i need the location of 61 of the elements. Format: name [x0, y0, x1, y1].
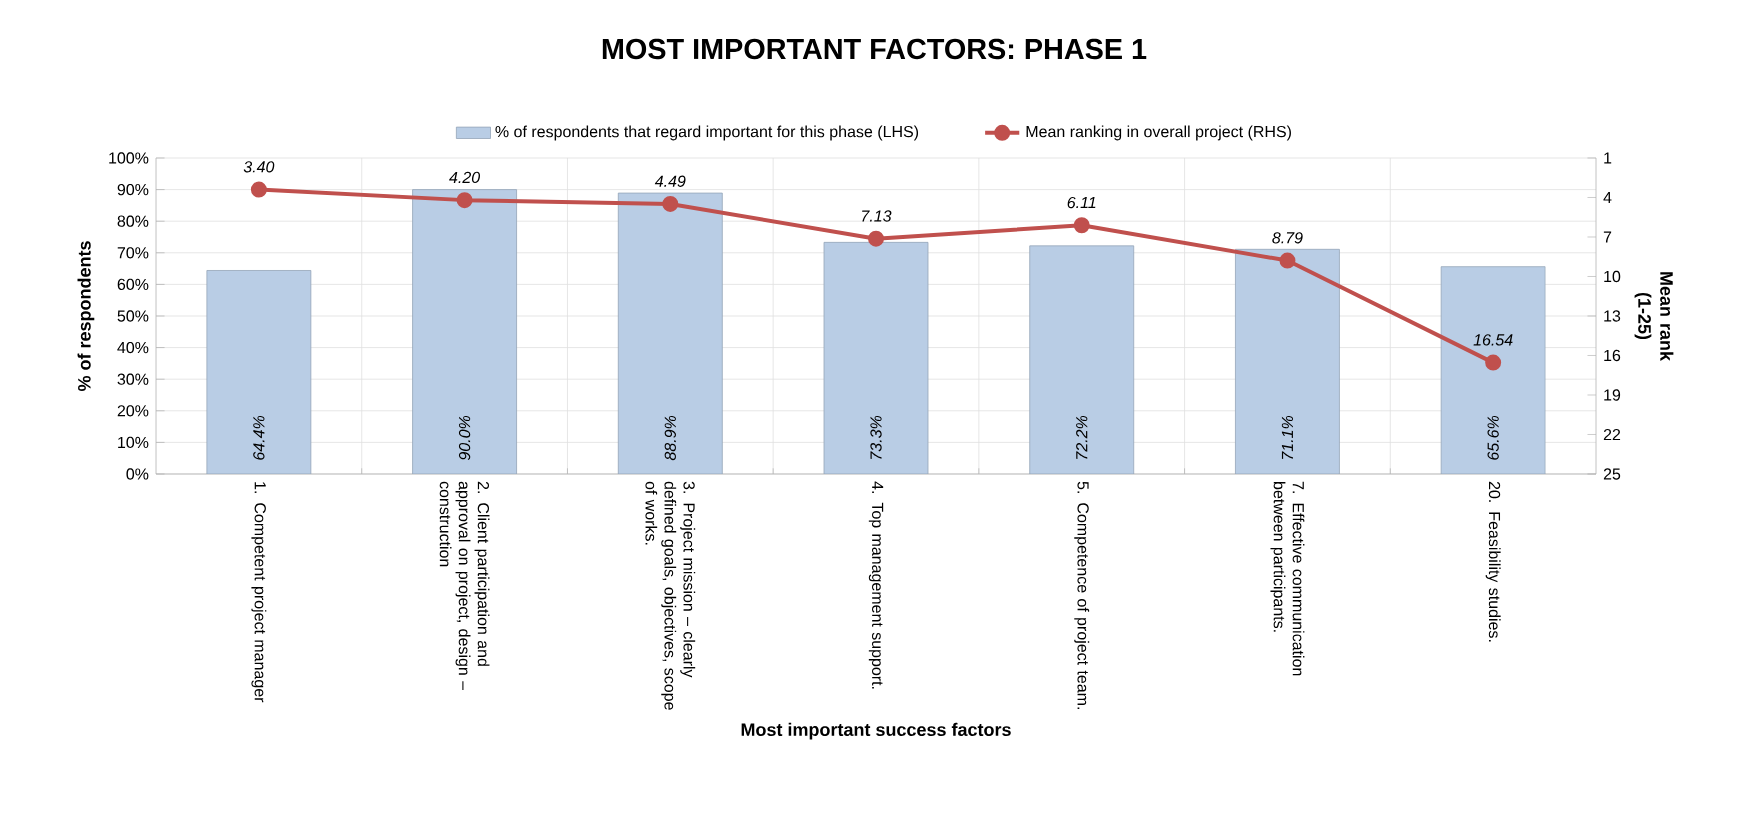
data-label: 3.40 — [243, 161, 275, 173]
bar — [1029, 245, 1135, 474]
x-tick-label: 7. Effective communication between participants. — [1270, 481, 1305, 676]
data-label: 71.1% — [1281, 415, 1294, 459]
y-tick-label: 50% — [117, 310, 149, 322]
y-tick-label: 100% — [109, 152, 149, 164]
data-label: 4.49 — [654, 175, 686, 187]
data-label: 72.2% — [1076, 415, 1088, 459]
y2-tick-label: 19 — [1604, 389, 1621, 401]
y-tick-label: 10% — [118, 436, 149, 449]
data-label: 65.6% — [1487, 415, 1499, 460]
data-label: 6.11 — [1067, 196, 1096, 209]
point — [250, 181, 267, 198]
y-tick-label: 80% — [117, 215, 149, 227]
chart-title: MOST IMPORTANT FACTORS: PHASE 1 — [602, 38, 1147, 60]
bar — [206, 270, 312, 474]
y-tick-label: 40% — [117, 341, 149, 354]
y-tick-label: 70% — [117, 247, 149, 259]
bar — [1235, 248, 1340, 474]
y2-tick-label: 10 — [1604, 270, 1621, 283]
bar — [823, 241, 929, 474]
y-tick-label: 90% — [117, 183, 149, 196]
bar — [412, 189, 517, 474]
x-tick-label: 3. Project mission – clearly defined goals, objectives, scope of works. — [645, 481, 696, 710]
legend-label: Mean ranking in overall project (RHS) — [1026, 125, 1291, 141]
y-axis-title: % of respondents — [77, 241, 95, 392]
data-label: 88.9% — [664, 415, 676, 461]
y2-tick-label: 22 — [1603, 428, 1621, 441]
y2-tick-label: 4 — [1603, 191, 1612, 203]
x-tick-label: 4. Top management support. — [868, 481, 884, 689]
data-label: 7.13 — [862, 210, 892, 222]
point — [868, 230, 885, 247]
y2-tick-label: 7 — [1603, 231, 1612, 243]
bar — [617, 192, 723, 474]
y2-axis-title: Mean rank (1-25) — [1634, 272, 1674, 362]
y-tick-label: 30% — [117, 373, 149, 385]
bar — [1440, 266, 1546, 474]
y-tick-label: 60% — [117, 278, 149, 291]
y2-tick-label: 16 — [1604, 349, 1621, 362]
y-tick-label: 20% — [117, 405, 149, 417]
legend-label: % of respondents that regard important for this phase (LHS) — [495, 125, 919, 141]
data-label: 90.0% — [458, 415, 471, 461]
x-tick-label: 5. Competence of project team. — [1074, 481, 1090, 709]
x-axis-title: Most important success factors — [741, 722, 1011, 740]
x-tick-label: 2. Client participation and approval on project, design – construction — [439, 481, 490, 691]
point — [1485, 354, 1502, 371]
point — [1073, 217, 1090, 234]
data-label: 64.4% — [253, 415, 265, 460]
data-label: 73.3% — [870, 415, 882, 459]
y2-tick-label: 1 — [1604, 152, 1612, 164]
point — [456, 192, 473, 209]
data-label: 8.79 — [1272, 232, 1303, 244]
point — [1279, 252, 1296, 269]
y2-tick-label: 13 — [1604, 310, 1621, 322]
point — [662, 195, 679, 212]
data-label: 4.20 — [449, 171, 481, 184]
x-tick-label: 1. Competent project manager — [251, 482, 267, 703]
y2-tick-label: 25 — [1603, 468, 1621, 480]
y-tick-label: 0% — [126, 468, 149, 480]
x-tick-label: 20. Feasibility studies. — [1485, 481, 1501, 642]
data-label: 16.54 — [1473, 334, 1513, 346]
